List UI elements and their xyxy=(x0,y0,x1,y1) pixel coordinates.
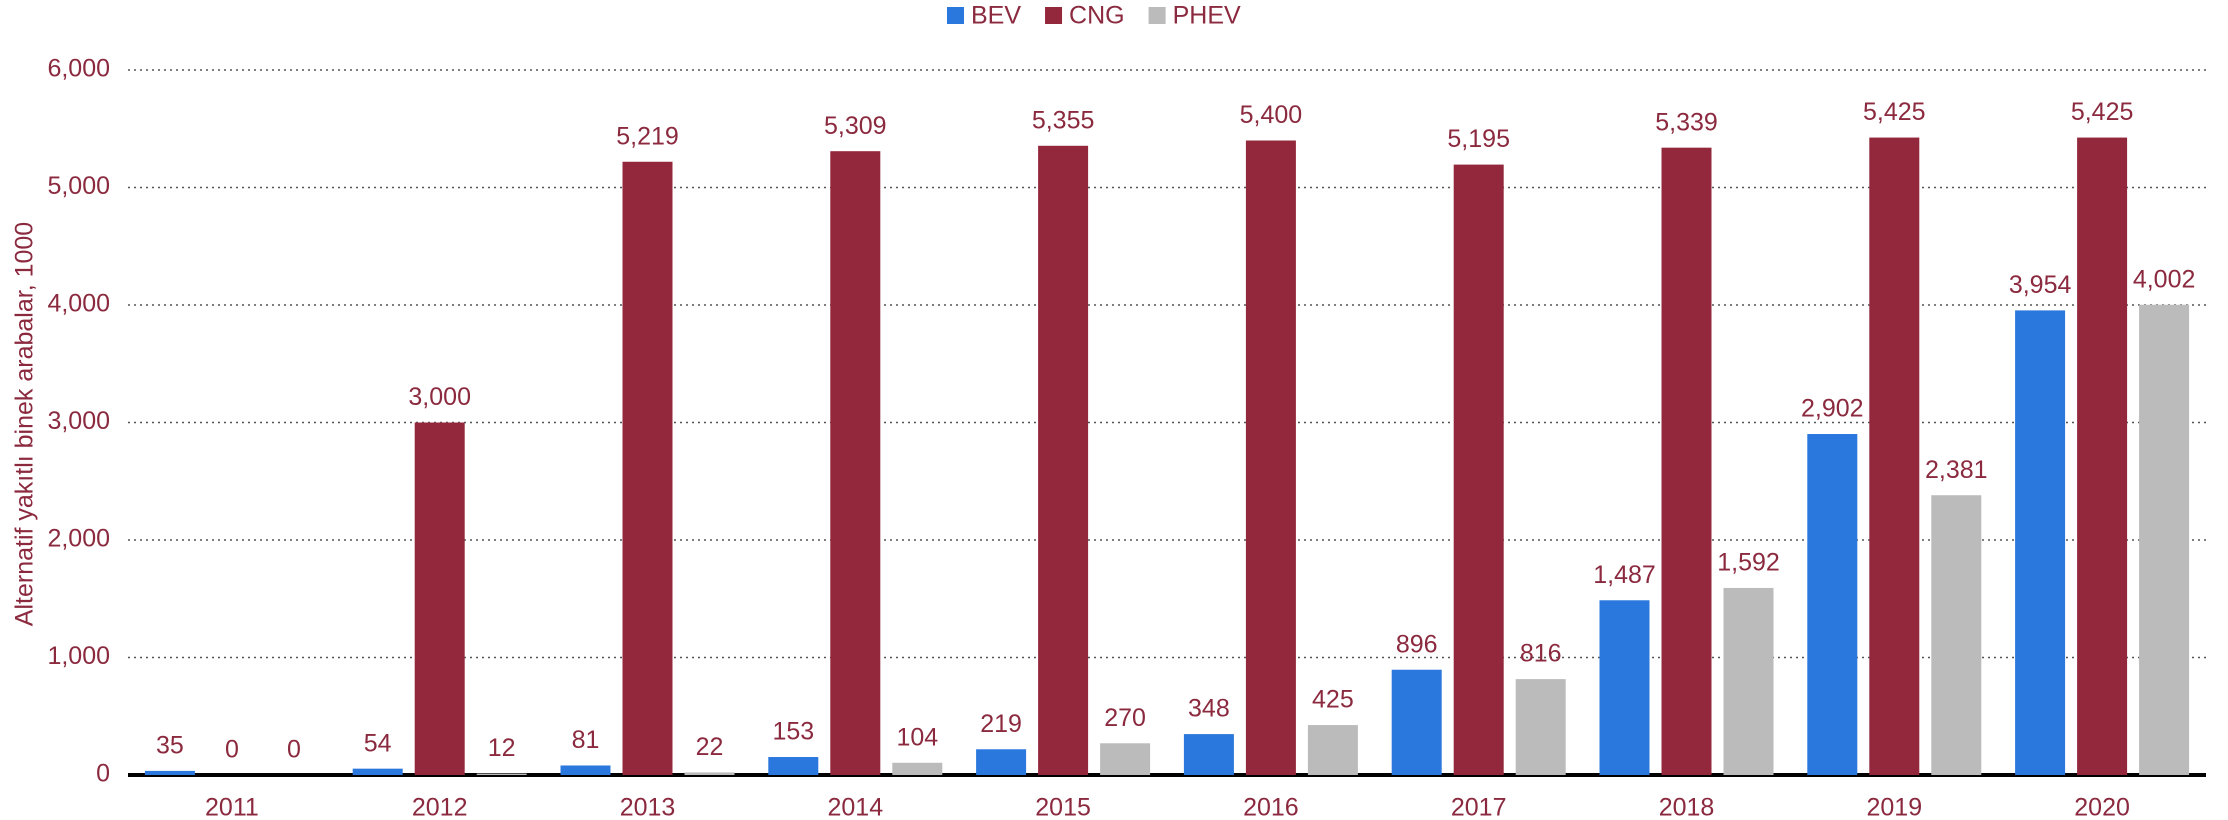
data-label: 3,000 xyxy=(408,383,471,411)
data-label: 153 xyxy=(772,718,814,746)
data-label: 54 xyxy=(364,729,392,757)
bar xyxy=(622,161,673,775)
bar xyxy=(560,765,611,775)
bar xyxy=(1869,137,1920,775)
bar xyxy=(2077,137,2128,775)
y-axis-label: Alternatif yakıtlı binek arabalar, 1000 xyxy=(11,222,39,626)
bar xyxy=(976,749,1027,775)
data-label: 5,355 xyxy=(1032,106,1095,134)
x-tick-label: 2018 xyxy=(1659,794,1715,820)
data-label: 2,381 xyxy=(1925,456,1988,484)
y-tick-label: 1,000 xyxy=(47,642,110,670)
data-label: 4,002 xyxy=(2133,265,2196,293)
y-tick-label: 4,000 xyxy=(47,290,110,318)
bar xyxy=(1723,587,1774,775)
data-label: 219 xyxy=(980,710,1022,738)
bar xyxy=(1183,734,1234,775)
bar xyxy=(476,773,527,775)
y-tick-label: 2,000 xyxy=(47,525,110,553)
data-label: 2,902 xyxy=(1801,395,1864,423)
bar xyxy=(1515,679,1566,775)
data-label: 5,425 xyxy=(1863,98,1926,126)
data-label: 22 xyxy=(696,733,724,761)
x-tick-label: 2017 xyxy=(1451,794,1507,820)
data-label: 104 xyxy=(896,723,938,751)
data-label: 896 xyxy=(1396,630,1438,658)
data-label: 0 xyxy=(287,736,301,764)
x-tick-label: 2015 xyxy=(1035,794,1091,820)
bar xyxy=(144,770,195,775)
data-label: 5,309 xyxy=(824,112,887,140)
bar xyxy=(1807,434,1858,775)
data-label: 1,487 xyxy=(1593,561,1656,589)
x-tick-label: 2013 xyxy=(620,794,676,820)
y-tick-label: 6,000 xyxy=(47,55,110,83)
bar xyxy=(830,151,881,775)
bar xyxy=(1391,669,1442,775)
x-tick-label: 2016 xyxy=(1243,794,1299,820)
bar xyxy=(352,768,403,775)
legend-label: PHEV xyxy=(1173,2,1241,30)
bar xyxy=(414,422,465,775)
bar xyxy=(768,757,819,775)
data-label: 5,425 xyxy=(2071,98,2134,126)
data-label: 1,592 xyxy=(1717,549,1780,577)
x-tick-label: 2020 xyxy=(2074,794,2130,820)
bar xyxy=(1931,495,1982,775)
bar xyxy=(892,762,943,775)
legend-swatch xyxy=(1148,7,1166,24)
data-label: 5,339 xyxy=(1655,108,1718,136)
bar xyxy=(2139,304,2190,775)
bar xyxy=(1100,743,1151,775)
legend-label: CNG xyxy=(1069,2,1125,30)
bar xyxy=(1307,725,1358,775)
bar xyxy=(1599,600,1650,775)
x-tick-label: 2014 xyxy=(827,794,883,820)
y-tick-label: 0 xyxy=(96,760,110,788)
legend-label: BEV xyxy=(971,2,1021,30)
bar xyxy=(1245,140,1296,775)
y-tick-label: 5,000 xyxy=(47,172,110,200)
bar xyxy=(2015,310,2066,775)
bar xyxy=(1661,147,1712,776)
bar xyxy=(1453,164,1504,775)
legend-swatch xyxy=(947,7,964,24)
data-label: 270 xyxy=(1104,704,1146,732)
x-tick-label: 2011 xyxy=(205,794,259,820)
data-label: 348 xyxy=(1188,695,1230,723)
legend-swatch xyxy=(1045,7,1063,24)
data-label: 816 xyxy=(1520,640,1562,668)
data-label: 81 xyxy=(572,726,600,754)
x-tick-label: 2019 xyxy=(1866,794,1922,820)
data-label: 35 xyxy=(156,731,184,759)
data-label: 425 xyxy=(1312,686,1354,714)
data-label: 5,195 xyxy=(1447,125,1510,153)
x-tick-label: 2012 xyxy=(412,794,468,820)
y-tick-label: 3,000 xyxy=(47,407,110,435)
data-label: 12 xyxy=(488,734,516,762)
bar xyxy=(684,772,735,775)
bar xyxy=(1038,145,1089,776)
data-label: 3,954 xyxy=(2009,271,2072,299)
data-label: 5,219 xyxy=(616,122,679,150)
data-label: 0 xyxy=(225,736,239,764)
data-label: 5,400 xyxy=(1240,101,1303,129)
